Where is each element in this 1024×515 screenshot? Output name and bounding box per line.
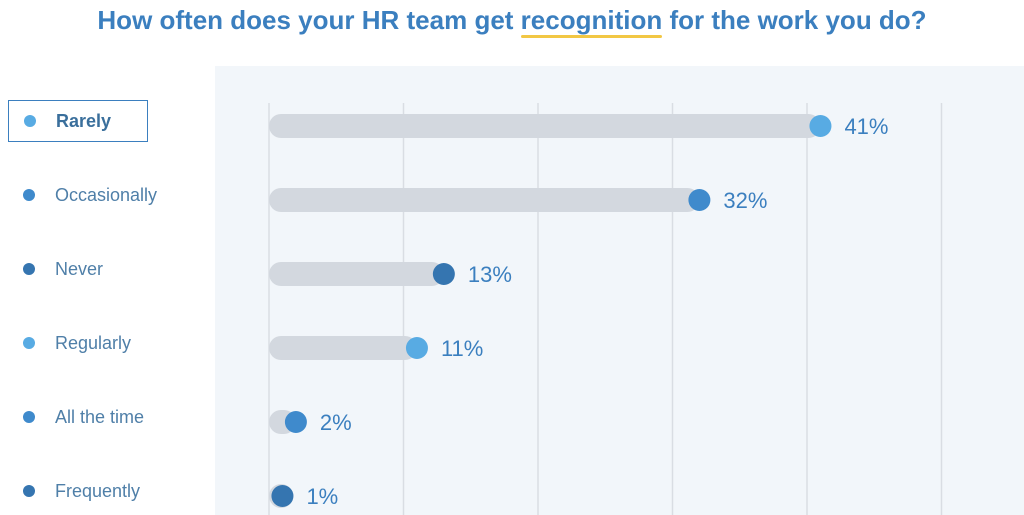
legend-item[interactable]: Regularly xyxy=(8,322,148,364)
data-label: 32% xyxy=(723,188,767,213)
legend-item[interactable]: Frequently xyxy=(8,470,148,512)
bar-end-dot xyxy=(432,263,455,285)
bar-end-dot xyxy=(284,411,307,433)
legend-item[interactable]: Never xyxy=(8,248,148,290)
legend-dot-icon xyxy=(23,337,35,349)
title-before: How often does your HR team get xyxy=(97,5,521,35)
bar xyxy=(269,114,821,138)
legend-label: Rarely xyxy=(56,110,112,131)
legend-label: Occasionally xyxy=(55,184,158,205)
data-label: 13% xyxy=(468,262,512,287)
bar-end-dot xyxy=(271,485,294,507)
bar-row: 2% xyxy=(269,410,352,435)
legend-dot-icon xyxy=(23,485,35,497)
legend-dot-icon xyxy=(23,263,35,275)
data-label: 41% xyxy=(844,114,888,139)
legend-dot-icon xyxy=(23,411,35,423)
bar-row: 1% xyxy=(269,484,338,509)
data-label: 1% xyxy=(306,484,338,509)
bar xyxy=(269,262,444,286)
legend-dot-icon xyxy=(23,189,35,201)
bar-row: 32% xyxy=(269,188,767,213)
page-title: How often does your HR team get recognit… xyxy=(0,0,1024,44)
bar-end-dot xyxy=(809,115,832,137)
legend-item[interactable]: Occasionally xyxy=(8,174,157,216)
bar xyxy=(269,188,700,212)
legend-label: All the time xyxy=(55,406,145,427)
title-after: for the work you do? xyxy=(662,5,927,35)
legend-item[interactable]: All the time xyxy=(8,396,148,438)
bar-row: 13% xyxy=(269,262,512,287)
bar-row: 11% xyxy=(269,336,483,361)
legend-label: Frequently xyxy=(55,480,141,501)
data-label: 11% xyxy=(441,336,483,361)
legend-label: Never xyxy=(55,258,104,279)
title-highlight: recognition xyxy=(520,0,662,40)
legend-item[interactable]: Rarely xyxy=(8,100,148,142)
data-label: 2% xyxy=(320,410,352,435)
legend-label: Regularly xyxy=(55,332,132,353)
bar-end-dot xyxy=(405,337,428,359)
bar-row: 41% xyxy=(269,114,888,139)
bar xyxy=(269,336,417,360)
legend-dot-icon xyxy=(24,115,36,127)
chart-panel xyxy=(215,66,1024,515)
bar-end-dot xyxy=(688,189,711,211)
